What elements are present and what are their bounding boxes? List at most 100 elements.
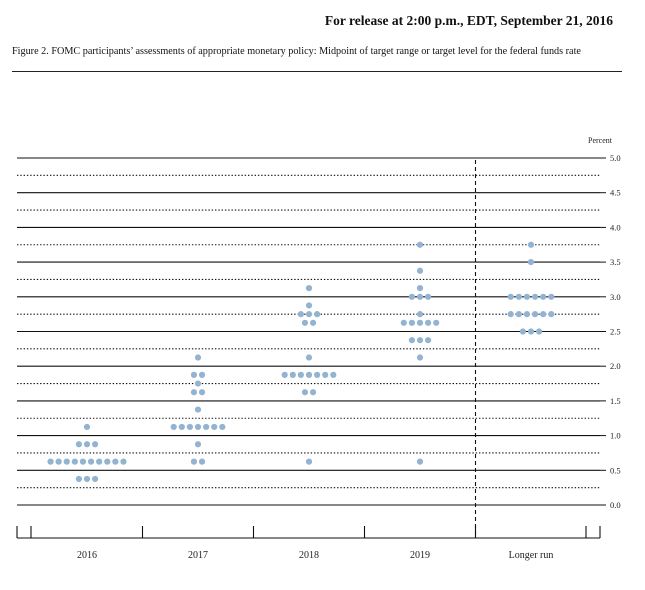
y-tick-labels: 5.0 4.5 4.0 3.5 3.0 2.5 2.0 1.5 1.0 0.5 0.0 — [600, 153, 621, 510]
participant-dot — [527, 241, 535, 248]
participant-dot — [297, 311, 304, 318]
x-tick-label: 2016 — [77, 550, 97, 561]
participant-dot — [190, 371, 198, 378]
participant-dot — [178, 423, 185, 431]
participant-dot — [186, 423, 193, 431]
participant-dot — [507, 293, 514, 300]
participant-dot — [309, 389, 317, 396]
participant-dot — [194, 354, 202, 361]
x-tick-label: Longer run — [509, 550, 554, 561]
dots-layer — [47, 241, 555, 483]
participant-dot — [416, 285, 424, 292]
participant-dot — [523, 293, 531, 300]
participant-dot — [309, 319, 317, 326]
y-tick-label: 2.0 — [610, 361, 621, 371]
participant-dot — [416, 241, 424, 248]
participant-dot — [198, 389, 206, 396]
participant-dot — [83, 441, 91, 448]
figure-caption: Figure 2. FOMC participants’ assessments… — [12, 46, 581, 57]
participant-dot — [416, 293, 424, 300]
participant-dot — [87, 458, 95, 465]
participant-dot — [194, 441, 202, 448]
participant-dot — [540, 293, 547, 300]
participant-dot — [194, 380, 202, 387]
participant-dot — [305, 458, 313, 465]
participant-dot — [548, 293, 555, 300]
y-axis-label: Percent — [588, 136, 613, 145]
participant-dot — [55, 458, 62, 465]
y-tick-label: 4.0 — [610, 222, 621, 232]
release-notice: For release at 2:00 p.m., EDT, September… — [324, 13, 613, 28]
participant-dot — [79, 458, 87, 465]
participant-dot — [289, 371, 296, 378]
participant-dot — [71, 458, 78, 465]
y-tick-label: 3.5 — [610, 257, 621, 267]
participant-dot — [305, 311, 313, 318]
participant-dot — [281, 371, 288, 378]
participant-dot — [400, 319, 407, 326]
participant-dot — [330, 371, 337, 378]
caption-rule — [12, 71, 622, 72]
participant-dot — [519, 328, 527, 335]
participant-dot — [198, 371, 206, 378]
participant-dot — [531, 311, 539, 318]
participant-dot — [408, 293, 415, 300]
participant-dot — [540, 311, 547, 318]
participant-dot — [63, 458, 70, 465]
participant-dot — [120, 458, 127, 465]
participant-dot — [433, 319, 440, 326]
participant-dot — [190, 389, 198, 396]
participant-dot — [194, 423, 202, 431]
participant-dot — [536, 328, 543, 335]
x-tick-label: 2017 — [188, 550, 208, 561]
participant-dot — [416, 337, 424, 344]
y-tick-label: 4.5 — [610, 188, 621, 198]
participant-dot — [527, 328, 535, 335]
participant-dot — [523, 311, 531, 318]
y-tick-label: 0.0 — [610, 500, 621, 510]
participant-dot — [47, 458, 54, 465]
participant-dot — [416, 319, 424, 326]
participant-dot — [194, 406, 202, 413]
participant-dot — [548, 311, 555, 318]
participant-dot — [416, 311, 424, 318]
y-tick-label: 1.0 — [610, 431, 621, 441]
participant-dot — [408, 337, 415, 344]
participant-dot — [425, 337, 432, 344]
participant-dot — [305, 302, 313, 309]
y-tick-label: 5.0 — [610, 153, 621, 163]
participant-dot — [301, 319, 309, 326]
participant-dot — [219, 423, 226, 431]
participant-dot — [515, 311, 522, 318]
participant-dot — [75, 475, 82, 483]
participant-dot — [416, 458, 424, 465]
participant-dot — [83, 475, 91, 483]
participant-dot — [416, 267, 424, 274]
gridlines — [17, 157, 600, 538]
participant-dot — [112, 458, 119, 465]
participant-dot — [416, 354, 424, 361]
participant-dot — [190, 458, 198, 465]
participant-dot — [92, 441, 99, 448]
participant-dot — [96, 458, 103, 465]
participant-dot — [297, 371, 304, 378]
participant-dot — [515, 293, 522, 300]
participant-dot — [314, 311, 321, 318]
participant-dot — [507, 311, 514, 318]
participant-dot — [211, 423, 218, 431]
participant-dot — [408, 319, 415, 326]
y-tick-label: 3.0 — [610, 292, 621, 302]
participant-dot — [531, 293, 539, 300]
participant-dot — [198, 458, 206, 465]
x-tick-label: 2018 — [299, 550, 319, 561]
x-tick-label: 2019 — [410, 550, 430, 561]
participant-dot — [83, 423, 91, 431]
participant-dot — [314, 371, 321, 378]
participant-dot — [425, 319, 432, 326]
x-axis: 2016 2017 2018 2019 Longer run — [16, 526, 601, 561]
participant-dot — [92, 475, 99, 483]
participant-dot — [75, 441, 82, 448]
participant-dot — [527, 259, 535, 266]
y-tick-label: 1.5 — [610, 396, 621, 406]
